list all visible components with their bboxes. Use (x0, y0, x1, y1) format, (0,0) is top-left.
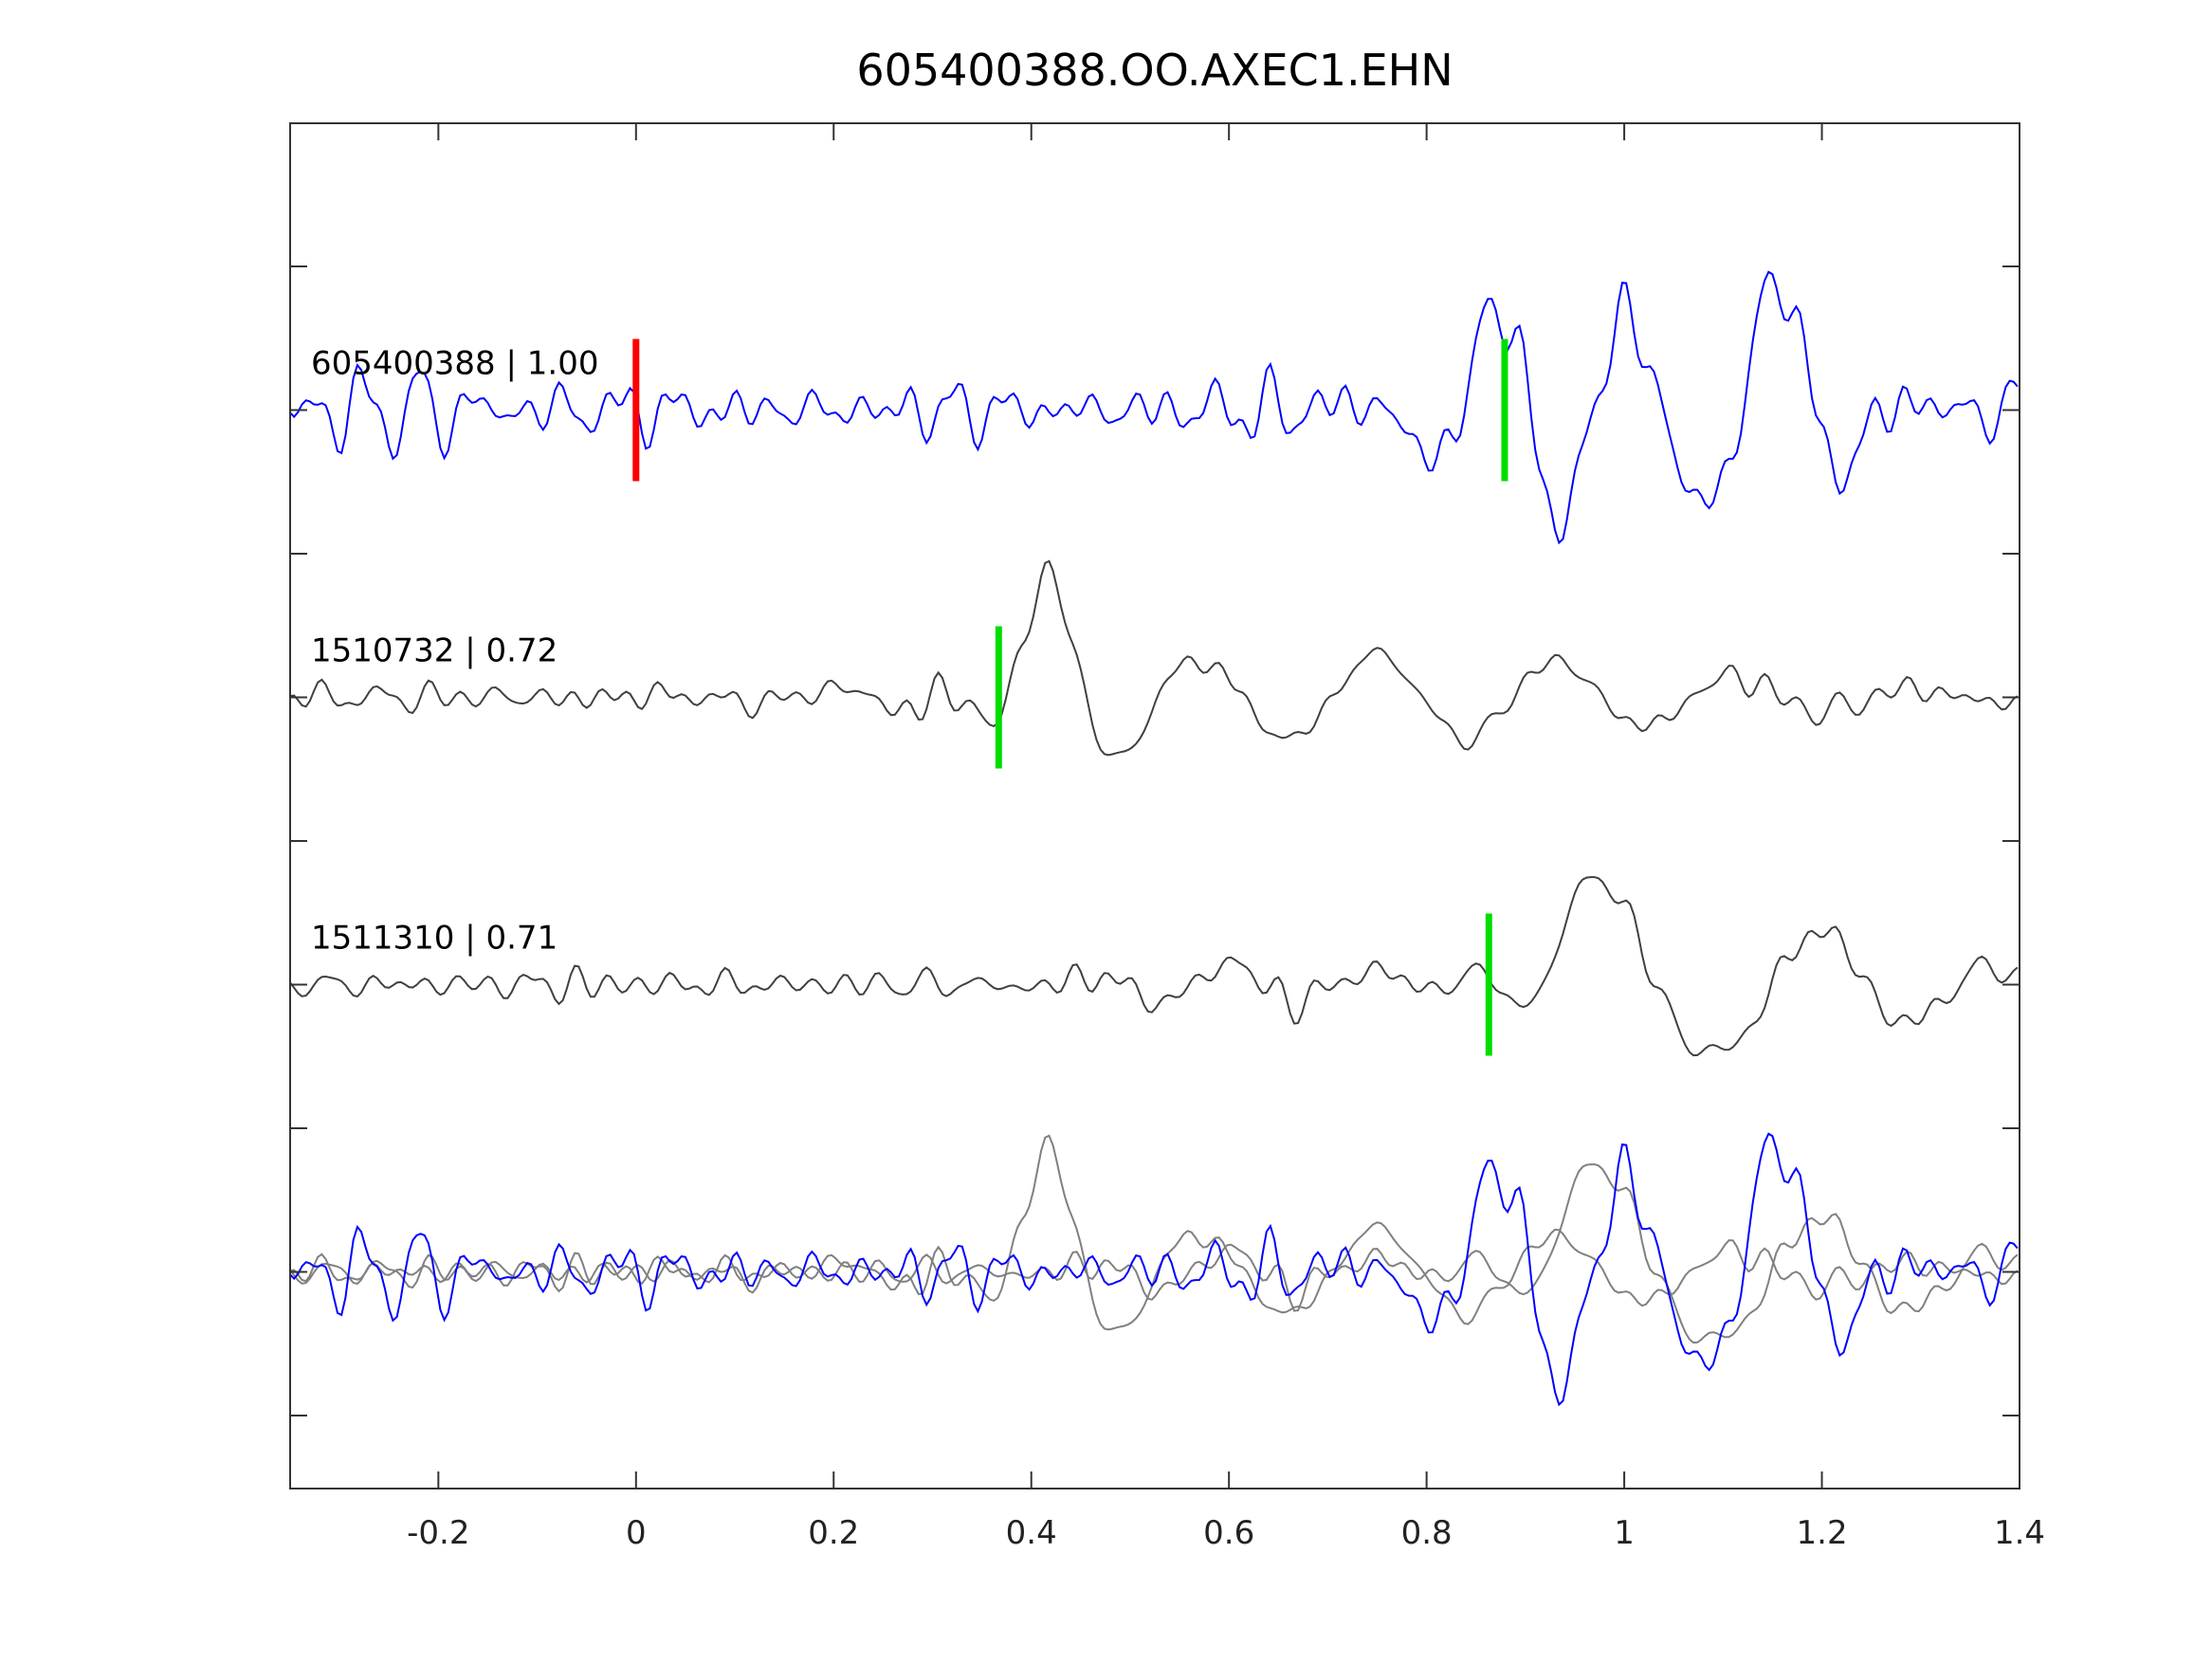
overlay-trace-1511310 (289, 1163, 2019, 1344)
plot-frame (289, 122, 2020, 1489)
trace-label: 605400388 | 1.00 (311, 345, 598, 383)
x-tick-label: 0 (626, 1514, 647, 1552)
trace-605400388 (289, 270, 2019, 545)
trace-label: 1510732 | 0.72 (311, 632, 558, 670)
x-tick-label: 0.2 (808, 1514, 859, 1552)
x-tick-label: 0.6 (1203, 1514, 1254, 1552)
trace-1511310 (289, 876, 2019, 1057)
x-tick-label: 0.8 (1401, 1514, 1453, 1552)
overlay-trace-605400388 (289, 1132, 2019, 1407)
x-tick-label: 1 (1614, 1514, 1635, 1552)
x-tick-label: 1.2 (1797, 1514, 1848, 1552)
trace-label: 1511310 | 0.71 (311, 920, 558, 958)
x-tick-label: -0.2 (407, 1514, 469, 1552)
chart-title: 605400388.OO.AXEC1.EHN (856, 45, 1453, 96)
overlay-trace-1510732 (289, 1134, 2019, 1331)
x-tick-label: 0.4 (1006, 1514, 1057, 1552)
x-tick-label: 1.4 (1994, 1514, 2045, 1552)
trace-1510732 (289, 559, 2019, 757)
